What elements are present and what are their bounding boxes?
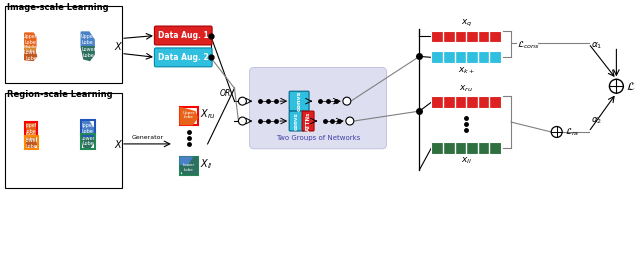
FancyBboxPatch shape [250, 67, 387, 149]
Polygon shape [25, 122, 36, 135]
Circle shape [239, 117, 246, 125]
Text: Data Aug. 1: Data Aug. 1 [158, 31, 209, 40]
Text: Generator: Generator [132, 135, 164, 140]
Bar [431, 51, 501, 63]
Text: Upper
Lobe: Upper Lobe [22, 34, 37, 45]
Circle shape [551, 126, 562, 137]
Bar [431, 30, 501, 42]
Bar [431, 96, 501, 108]
FancyBboxPatch shape [302, 111, 314, 131]
Circle shape [343, 97, 351, 105]
Bar [24, 136, 38, 149]
Bar [180, 157, 198, 175]
Text: $\mathcal{L}_{ra}$: $\mathcal{L}_{ra}$ [564, 126, 579, 138]
Text: $X_{ru}$: $X_{ru}$ [200, 107, 216, 121]
Text: Lower
Lobe: Lower Lobe [81, 47, 96, 58]
Text: $\mathcal{L}_{cons}$: $\mathcal{L}_{cons}$ [517, 40, 540, 51]
FancyBboxPatch shape [289, 111, 304, 131]
Text: $x_{k+}$: $x_{k+}$ [458, 65, 475, 76]
Text: $\alpha_1$: $\alpha_1$ [591, 40, 602, 51]
Polygon shape [180, 157, 192, 165]
Text: Upper
Lobe: Upper Lobe [80, 123, 95, 134]
Polygon shape [25, 47, 36, 51]
Text: Data Aug. 2: Data Aug. 2 [158, 53, 209, 62]
Text: ATTNs: ATTNs [305, 111, 310, 131]
Polygon shape [81, 135, 93, 148]
FancyBboxPatch shape [289, 91, 309, 111]
Polygon shape [180, 108, 197, 125]
Circle shape [346, 117, 354, 125]
Text: $X_{ll}$: $X_{ll}$ [200, 157, 213, 171]
Text: $\mathcal{L}$: $\mathcal{L}$ [627, 80, 636, 92]
Bar [4, 93, 122, 188]
Polygon shape [180, 157, 197, 174]
Text: Upper
Lobe: Upper Lobe [80, 34, 95, 45]
Bar [4, 6, 122, 83]
Bar [431, 96, 501, 108]
Text: convs: convs [296, 91, 301, 111]
Text: $x_q$: $x_q$ [461, 17, 472, 28]
Text: Two Groups of Networks: Two Groups of Networks [276, 135, 360, 141]
Text: OR: OR [220, 89, 231, 98]
Text: Lower
Lobe: Lower Lobe [81, 135, 95, 146]
Bar [81, 134, 95, 150]
Text: $X$: $X$ [114, 40, 124, 52]
Text: $x_{ll}$: $x_{ll}$ [461, 156, 472, 166]
Polygon shape [25, 140, 36, 148]
Polygon shape [81, 32, 94, 47]
Bar [431, 142, 501, 154]
Text: convs: convs [294, 112, 299, 130]
Bar [24, 122, 37, 136]
Text: $x_{ru}$: $x_{ru}$ [460, 84, 473, 94]
Circle shape [609, 79, 623, 93]
Text: Upper
Lobe: Upper Lobe [182, 111, 195, 120]
Polygon shape [25, 51, 36, 60]
Bar [81, 120, 95, 136]
Text: Lower
Lobe: Lower Lobe [24, 50, 38, 61]
Text: Middle
Lobe: Middle Lobe [24, 133, 37, 142]
Text: Lower
Lobe: Lower Lobe [182, 163, 195, 172]
Circle shape [239, 97, 246, 105]
Bar [431, 30, 501, 42]
Bar [180, 107, 198, 125]
Text: Image-scale Learning: Image-scale Learning [6, 3, 108, 12]
Text: Middle
Lobe: Middle Lobe [24, 45, 37, 53]
FancyBboxPatch shape [154, 48, 212, 67]
Polygon shape [81, 47, 94, 60]
Text: Lower
Lobe: Lower Lobe [24, 138, 38, 149]
Text: $X$: $X$ [114, 138, 124, 150]
Polygon shape [25, 135, 36, 140]
Text: $\alpha_2$: $\alpha_2$ [591, 116, 602, 126]
Bar [431, 51, 501, 63]
Polygon shape [81, 121, 93, 135]
FancyBboxPatch shape [154, 26, 212, 45]
Bar [431, 142, 501, 154]
Text: Region-scale Learning: Region-scale Learning [6, 90, 113, 99]
Polygon shape [25, 33, 36, 47]
Text: Upper
Lobe: Upper Lobe [22, 123, 38, 134]
